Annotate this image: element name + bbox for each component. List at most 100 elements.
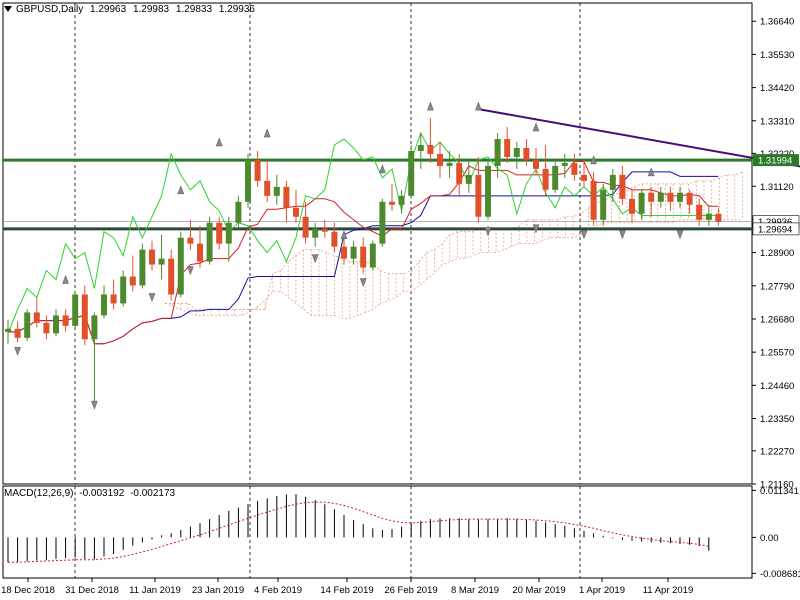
- candle-body: [120, 276, 127, 304]
- price-label: 1.31994: [753, 154, 799, 167]
- x-tick-label: 14 Feb 2019: [320, 585, 373, 596]
- fractal-up-arrow: [590, 155, 597, 165]
- candle-body: [513, 147, 520, 157]
- candle-body: [677, 192, 683, 202]
- candle-body: [638, 192, 645, 214]
- candle-body: [81, 294, 88, 340]
- candle-body: [667, 192, 674, 202]
- y-tick-label: 1.35530: [760, 50, 794, 61]
- y-tick-label: 1.23350: [760, 414, 794, 425]
- candle-body: [494, 139, 501, 166]
- candle-body: [417, 144, 424, 151]
- price-panel-frame: [2, 2, 753, 485]
- y-tick-label: 1.26680: [760, 314, 794, 325]
- price-label-box: [752, 222, 800, 236]
- candle-body: [350, 246, 357, 259]
- candle-body: [446, 162, 453, 166]
- ichimoku-cloud: [164, 171, 743, 319]
- x-tick-label: 8 Mar 2019: [451, 585, 499, 596]
- open-value: 1.29963: [90, 4, 127, 15]
- candle-body: [225, 222, 232, 244]
- candle-body: [283, 186, 290, 208]
- x-tick-label: 18 Dec 2018: [1, 585, 55, 596]
- y-tick-label: 1.27790: [760, 281, 794, 292]
- y-tick-label: 1.31120: [760, 182, 794, 193]
- y-tick-label: 1.25570: [760, 348, 794, 359]
- x-tick-label: 31 Dec 2018: [65, 585, 119, 596]
- fractal-up-arrow: [427, 101, 434, 111]
- candle-body: [187, 237, 194, 244]
- fractal-up-arrow: [215, 137, 223, 147]
- macd-label: MACD(12,26,9): [4, 488, 74, 499]
- fractal-down-arrow: [676, 230, 684, 240]
- candle-body: [197, 243, 203, 262]
- fractal-up-arrow: [475, 101, 482, 111]
- symbol-menu-icon[interactable]: [4, 6, 12, 13]
- candle-body: [14, 328, 21, 338]
- candle-body: [542, 168, 549, 190]
- candle-body: [72, 294, 79, 326]
- price-label: 1.29694: [752, 222, 800, 236]
- candle-body: [437, 153, 443, 166]
- candle-body: [312, 228, 319, 238]
- macd-header: MACD(12,26,9) -0.003192 -0.002173: [4, 488, 178, 499]
- fractal-down-arrow: [359, 278, 367, 288]
- x-tick-label: 11 Jan 2019: [129, 585, 181, 596]
- x-tick-label: 4 Feb 2019: [254, 585, 302, 596]
- macd-y-tick-label: 0.00: [760, 533, 779, 544]
- candle-body: [206, 222, 213, 262]
- fractal-up-arrow: [532, 122, 540, 132]
- fractal-down-arrow: [91, 400, 98, 410]
- candle-body: [523, 147, 530, 160]
- candle-body: [465, 174, 472, 184]
- x-tick-label: 23 Jan 2019: [192, 585, 244, 596]
- candle-body: [5, 328, 11, 332]
- candle-body: [408, 150, 415, 196]
- fractal-down-arrow: [532, 224, 540, 234]
- y-tick-label: 1.24460: [760, 381, 794, 392]
- candle-body: [33, 312, 40, 323]
- candle-body: [600, 189, 607, 220]
- candle-body: [389, 201, 395, 205]
- candle-body: [696, 204, 703, 220]
- candle-body: [158, 258, 165, 265]
- x-tick-label: 20 Mar 2019: [512, 585, 565, 596]
- fractal-down-arrow: [187, 266, 194, 276]
- candle-body: [571, 162, 578, 175]
- y-tick-label: 1.22270: [760, 446, 794, 457]
- close-value: 1.29936: [218, 4, 255, 15]
- candle-body: [456, 162, 463, 184]
- y-tick-label: 1.21160: [760, 480, 794, 491]
- macd-histogram: [7, 494, 710, 563]
- candle-body: [657, 192, 664, 202]
- candle-body: [648, 192, 655, 202]
- macd-signal-line: [8, 501, 709, 563]
- macd-y-tick-label: -0.008681: [760, 569, 800, 580]
- fractal-down-arrow: [14, 347, 21, 356]
- chart-header: GBPUSD,Daily 1.29963 1.29983 1.29833 1.2…: [4, 4, 259, 15]
- axes: 1.366401.355301.344201.333101.322201.311…: [1, 17, 800, 596]
- fractal-down-arrow: [148, 293, 156, 303]
- candle-body: [552, 165, 559, 190]
- fractal-down-arrow: [484, 227, 492, 237]
- y-tick-label: 1.28900: [760, 248, 794, 259]
- x-tick-label: 26 Feb 2019: [384, 585, 437, 596]
- fractal-down-arrow: [580, 230, 588, 240]
- fractal-up-arrow: [62, 274, 69, 284]
- candle-body: [321, 228, 328, 232]
- candle-body: [149, 249, 155, 265]
- candle-body: [264, 180, 271, 196]
- candle-body: [53, 315, 59, 334]
- fractal-up-arrow: [340, 229, 348, 239]
- candle-body: [619, 174, 626, 199]
- candle-body: [581, 174, 587, 181]
- x-tick-label: 11 Apr 2019: [643, 585, 694, 596]
- fractal-down-arrow: [619, 230, 626, 240]
- candle-body: [43, 322, 50, 334]
- candle-body: [245, 159, 251, 202]
- candle-body: [302, 216, 309, 238]
- candle-body: [398, 195, 405, 205]
- candle-body: [129, 276, 136, 286]
- y-tick-label: 1.34420: [760, 83, 794, 94]
